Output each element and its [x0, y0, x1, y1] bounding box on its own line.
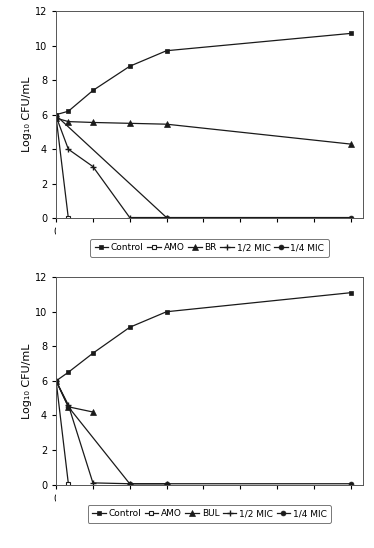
X-axis label: Time (hours): Time (hours): [174, 243, 245, 253]
X-axis label: Time (hours): Time (hours): [174, 509, 245, 519]
Y-axis label: Log₁₀ CFU/mL: Log₁₀ CFU/mL: [22, 77, 32, 152]
Legend: Control, AMO, BR, 1/2 MIC, 1/4 MIC: Control, AMO, BR, 1/2 MIC, 1/4 MIC: [90, 239, 329, 257]
Y-axis label: Log₁₀ CFU/mL: Log₁₀ CFU/mL: [22, 343, 32, 419]
Legend: Control, AMO, BUL, 1/2 MIC, 1/4 MIC: Control, AMO, BUL, 1/2 MIC, 1/4 MIC: [88, 505, 331, 523]
